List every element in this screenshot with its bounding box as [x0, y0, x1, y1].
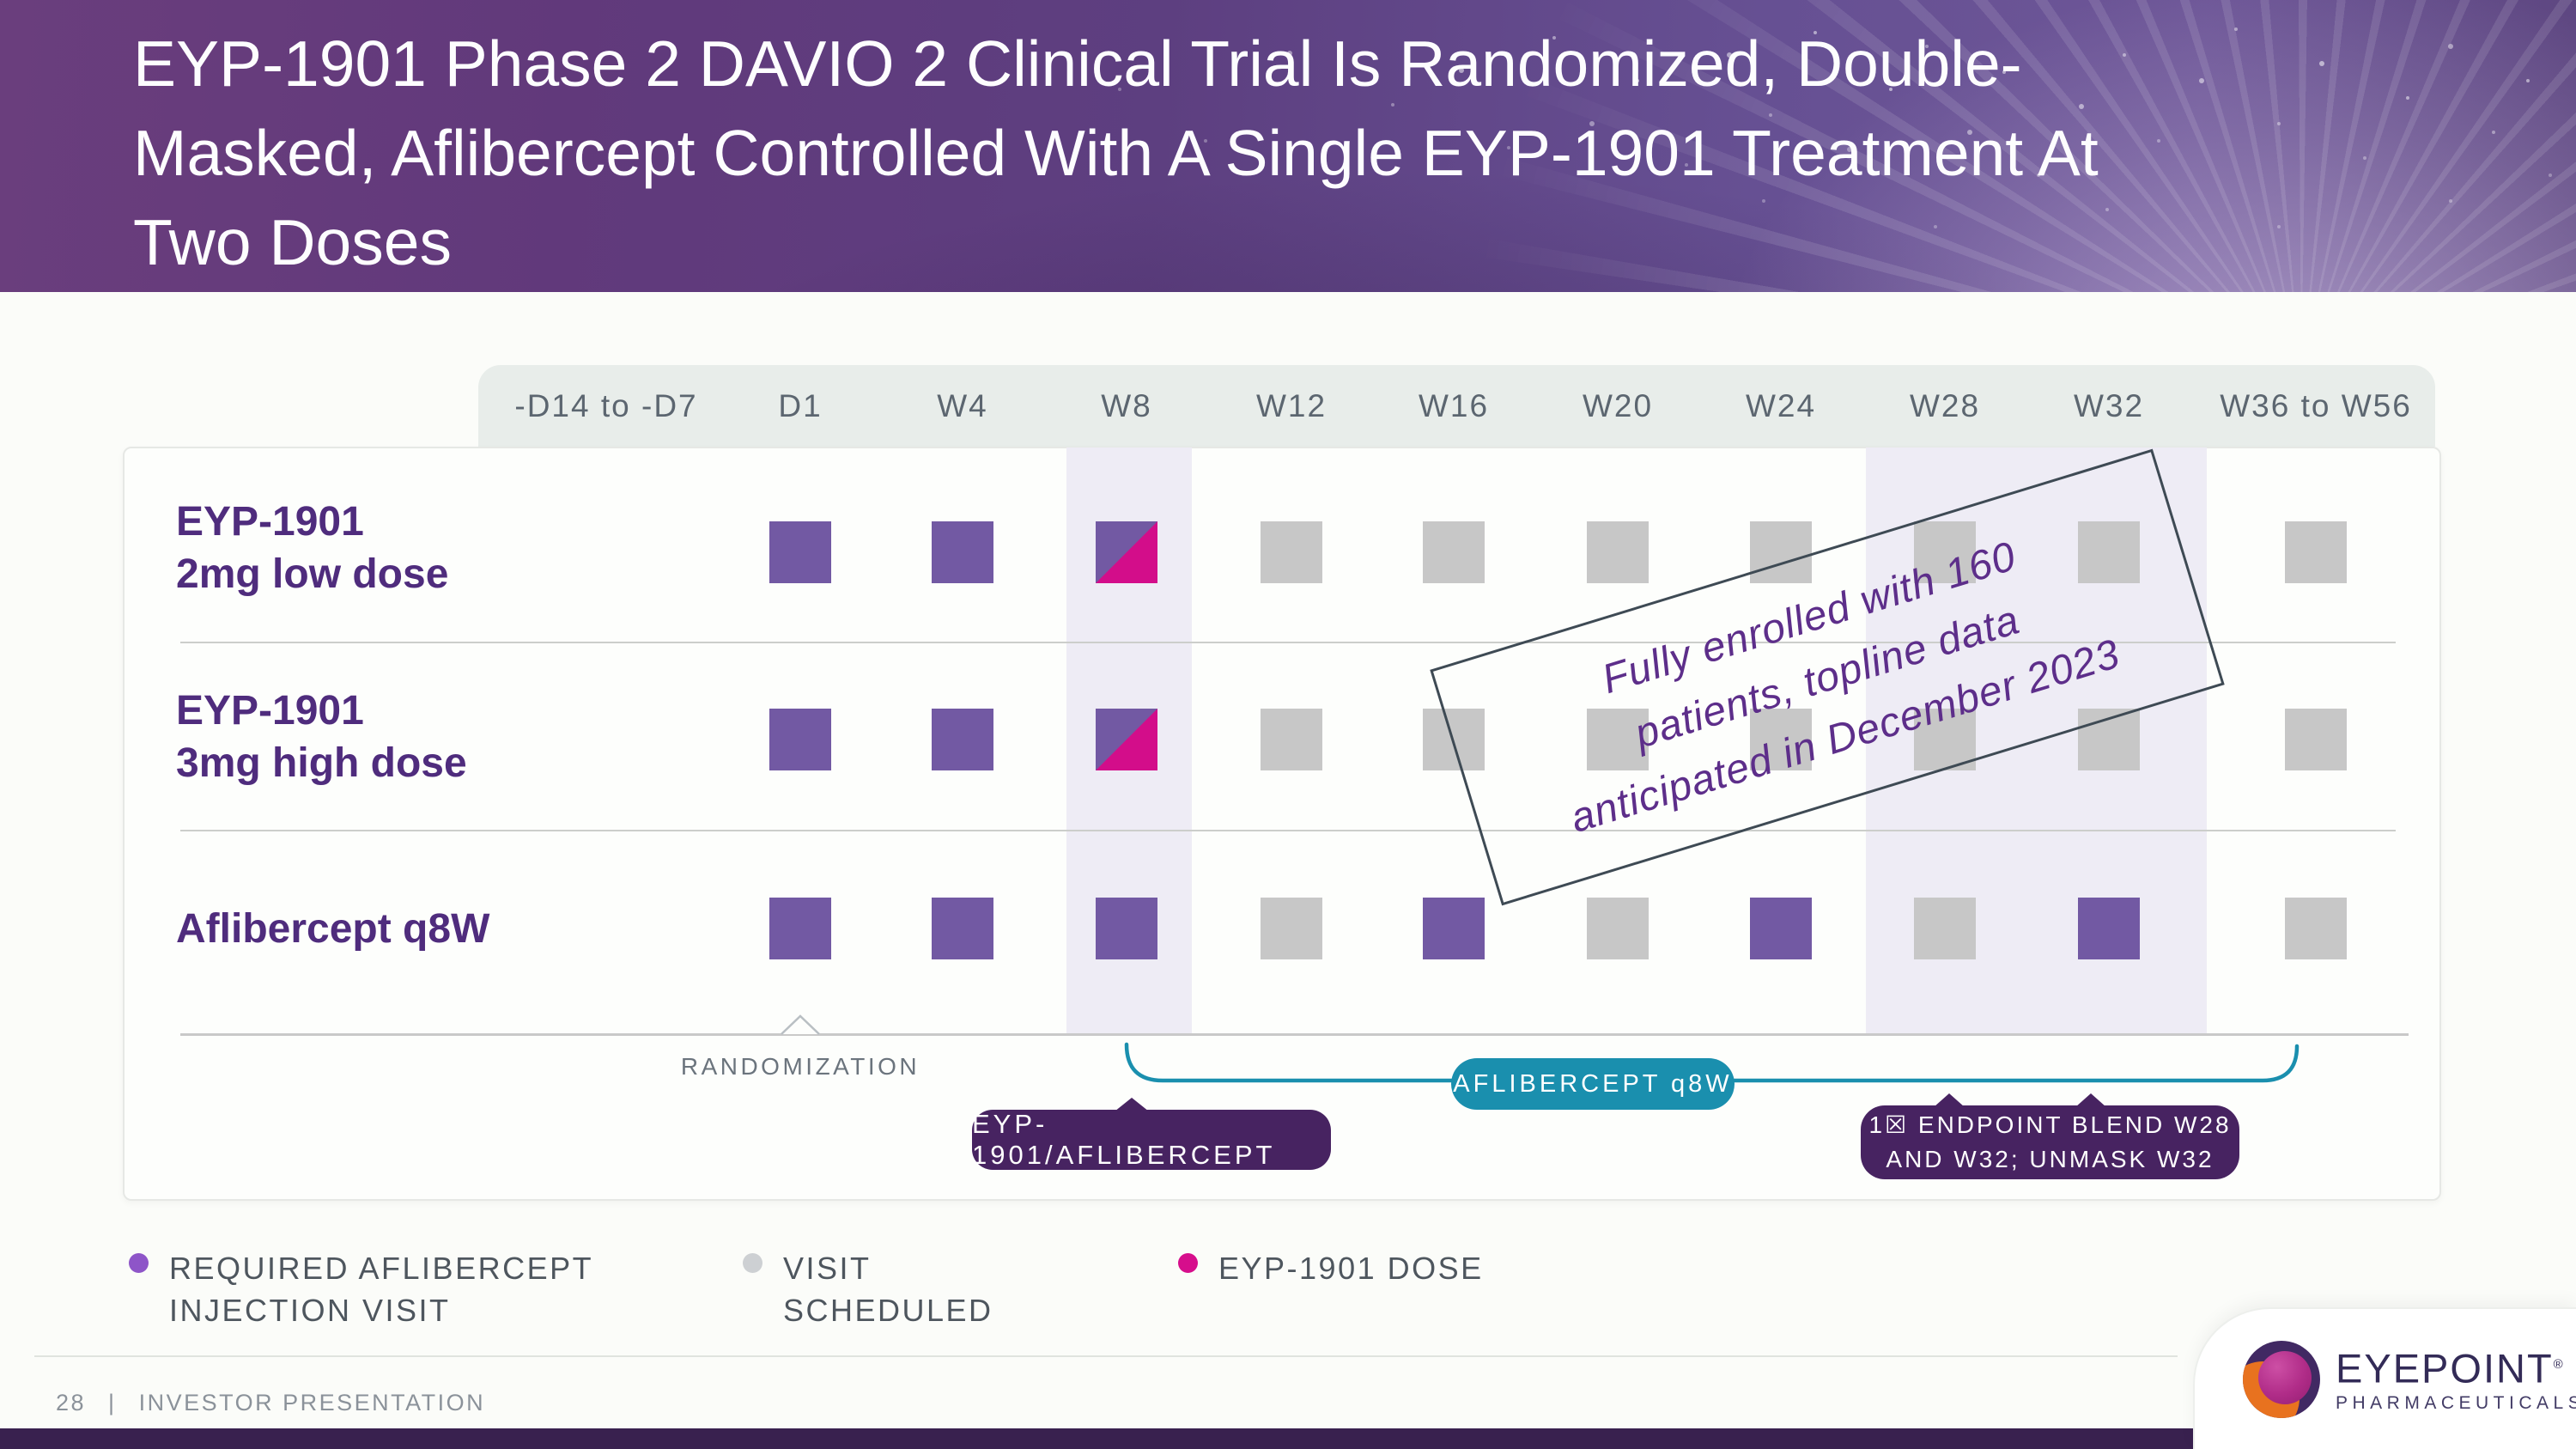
legend-label-line: SCHEDULED: [783, 1293, 993, 1328]
legend-label-line: EYP-1901 DOSE: [1218, 1251, 1484, 1286]
timeline-label: W12: [1255, 388, 1327, 423]
legend-dot-required-visit: [129, 1253, 149, 1273]
header-banner: EYP-1901 Phase 2 DAVIO 2 Clinical Trial …: [0, 0, 2576, 292]
randomization-caret-icon: [781, 1014, 820, 1035]
row-divider: [180, 830, 2396, 831]
timeline-label: -D14 to -D7: [514, 388, 698, 423]
visit-cell-scheduled: [1587, 521, 1649, 583]
arm-label-line: 2mg low dose: [176, 551, 449, 597]
timeline-label: W32: [2073, 388, 2145, 423]
page-title-line-3: Two Doses: [133, 206, 452, 278]
visit-cell-scheduled: [1587, 709, 1649, 770]
page-title: EYP-1901 Phase 2 DAVIO 2 Clinical Trial …: [133, 19, 2099, 287]
visit-cell-required: [1750, 898, 1812, 959]
visit-cell-required: [1096, 898, 1157, 959]
visit-cell-scheduled: [1914, 709, 1976, 770]
footer-divider: [34, 1355, 2178, 1357]
visit-cell-required: [932, 898, 993, 959]
visit-cell-scheduled: [1261, 709, 1322, 770]
timeline-label: W16: [1418, 388, 1490, 423]
timeline-header-strip: -D14 to -D7 D1 W4 W8 W12 W16 W20 W24 W28 W32 W36 t…: [478, 365, 2435, 447]
visit-cell-scheduled: [1587, 898, 1649, 959]
logo-trademark: ®: [2553, 1356, 2565, 1372]
legend-dot-visit-scheduled: [743, 1253, 762, 1273]
arm-label-aflibercept: Aflibercept q8W: [176, 903, 489, 955]
footer-label: INVESTOR PRESENTATION: [138, 1390, 486, 1416]
footer-separator: |: [108, 1390, 117, 1416]
visit-cell-scheduled: [1914, 521, 1976, 583]
timeline-label: W20: [1582, 388, 1654, 423]
legend-label-eyp-dose: EYP-1901 DOSE: [1218, 1247, 1484, 1289]
legend-label-line: VISIT: [783, 1251, 872, 1286]
arm-label-line: EYP-1901: [176, 688, 364, 734]
visit-cell-scheduled: [2285, 898, 2347, 959]
arm-label-3mg: EYP-1901 3mg high dose: [176, 685, 467, 789]
visit-cell-scheduled: [1914, 898, 1976, 959]
timeline-axis: [180, 1033, 2409, 1036]
arm-label-2mg: EYP-1901 2mg low dose: [176, 496, 448, 600]
aflibercept-q8w-pill: AFLIBERCEPT q8W: [1451, 1058, 1735, 1110]
timeline-label: W8: [1101, 388, 1152, 423]
visit-cell-scheduled: [1750, 709, 1812, 770]
legend-label-visit-scheduled: VISIT SCHEDULED: [783, 1247, 993, 1331]
legend-dot-eyp-dose: [1178, 1253, 1198, 1273]
arm-label-line: EYP-1901: [176, 499, 364, 545]
primary-endpoint-line: AND W32; UNMASK W32: [1886, 1146, 2215, 1172]
visit-cell-scheduled: [1261, 898, 1322, 959]
visit-cell-dose: [1096, 709, 1157, 770]
arm-label-line: Aflibercept q8W: [176, 906, 490, 952]
randomization-label: RANDOMIZATION: [680, 1053, 920, 1080]
header-light-rays: [0, 0, 2576, 292]
visit-cell-scheduled: [2078, 521, 2140, 583]
primary-endpoint-line: 1☒ ENDPOINT BLEND W28: [1868, 1111, 2232, 1138]
visit-cell-required: [769, 898, 831, 959]
timeline-label: W4: [937, 388, 988, 423]
page-number: 28: [56, 1390, 87, 1416]
row-divider: [180, 642, 2396, 643]
logo-subtitle: PHARMACEUTICALS: [2336, 1393, 2576, 1414]
visit-cell-required: [769, 709, 831, 770]
eyepoint-eye-icon: [2243, 1340, 2320, 1418]
visit-cell-required: [932, 521, 993, 583]
visit-cell-scheduled: [2285, 521, 2347, 583]
header-sparkles: [0, 0, 3, 3]
page-title-line-2: Masked, Aflibercept Controlled With A Si…: [133, 117, 2099, 189]
timeline-label: W28: [1909, 388, 1981, 423]
timeline-label: D1: [778, 388, 823, 423]
bottom-accent-bar: [0, 1428, 2576, 1449]
visit-cell-scheduled: [1423, 709, 1485, 770]
timeline-label: W36 to W56: [2220, 388, 2412, 423]
visit-cell-scheduled: [1750, 521, 1812, 583]
legend-label-line: INJECTION VISIT: [169, 1293, 451, 1328]
timeline-label: W24: [1745, 388, 1817, 423]
page-title-line-1: EYP-1901 Phase 2 DAVIO 2 Clinical Trial …: [133, 27, 2022, 100]
primary-endpoint-pill: 1☒ ENDPOINT BLEND W28 AND W32; UNMASK W3…: [1861, 1093, 2239, 1179]
logo-wordmark-text: EYEPOINT: [2336, 1345, 2554, 1391]
visit-cell-scheduled: [2078, 709, 2140, 770]
logo-wordmark: EYEPOINT®: [2336, 1344, 2576, 1390]
logo-text: EYEPOINT® PHARMACEUTICALS: [2336, 1344, 2576, 1415]
footer: 28 | INVESTOR PRESENTATION: [56, 1390, 485, 1416]
legend-label-line: REQUIRED AFLIBERCEPT: [169, 1251, 594, 1286]
visit-cell-scheduled: [1423, 521, 1485, 583]
visit-cell-dose: [1096, 521, 1157, 583]
company-logo-card: EYEPOINT® PHARMACEUTICALS: [2195, 1309, 2576, 1449]
visit-cell-scheduled: [1261, 521, 1322, 583]
visit-cell-scheduled: [2285, 709, 2347, 770]
eyp-aflibercept-pill: EYP-1901/AFLIBERCEPT: [972, 1098, 1331, 1170]
visit-cell-required: [932, 709, 993, 770]
arm-label-line: 3mg high dose: [176, 740, 467, 786]
visit-cell-required: [769, 521, 831, 583]
legend-label-required-visit: REQUIRED AFLIBERCEPT INJECTION VISIT: [169, 1247, 593, 1331]
visit-cell-required: [2078, 898, 2140, 959]
visit-cell-required: [1423, 898, 1485, 959]
eye-icon-magenta-sphere: [2258, 1350, 2312, 1404]
